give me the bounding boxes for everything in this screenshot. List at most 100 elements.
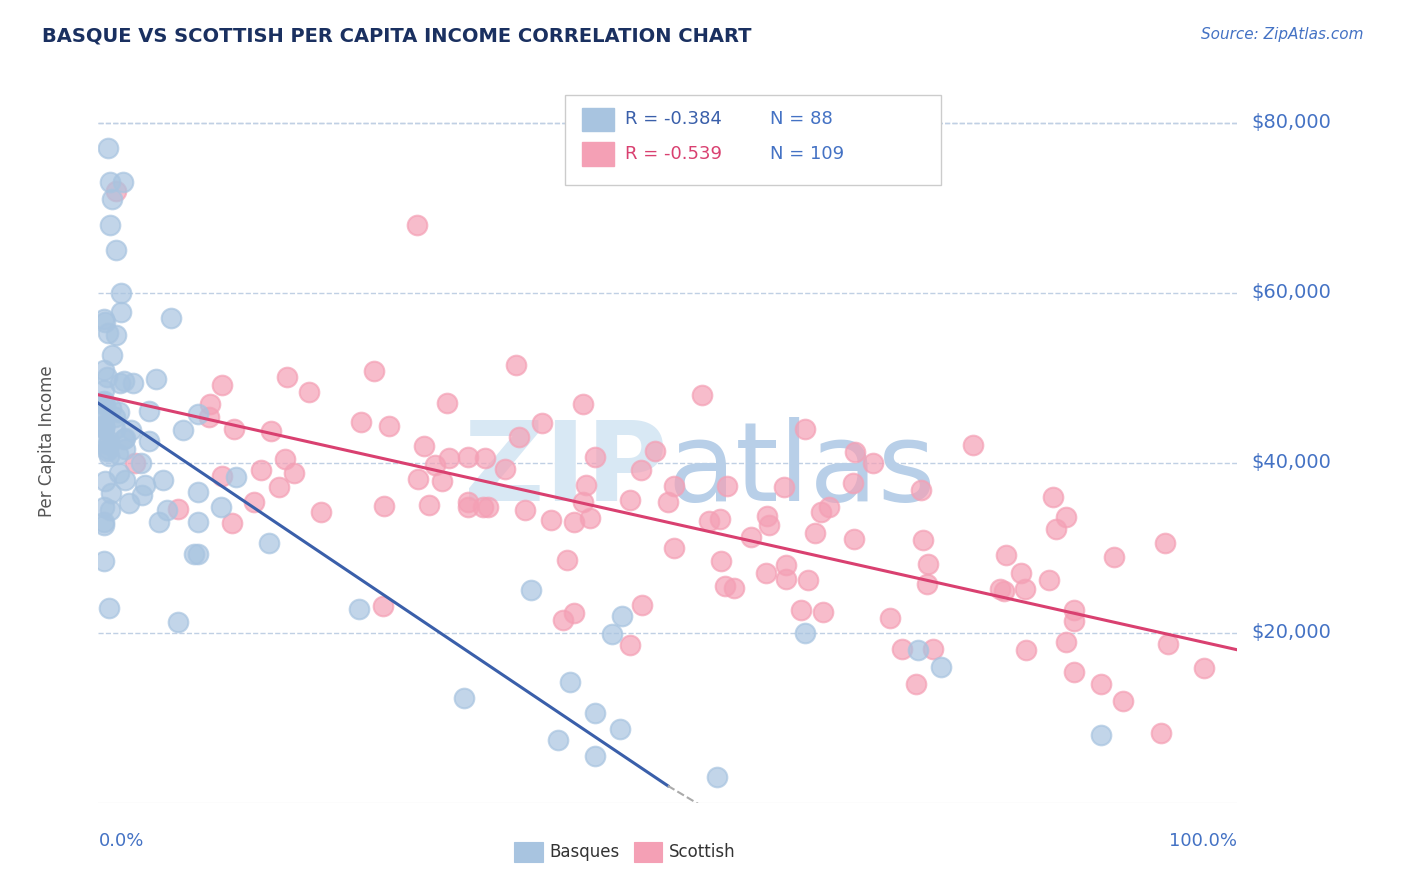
Point [917, 557, 939, 571]
Point [350, 415, 373, 429]
Point [93, 421, 115, 435]
Point [583, 450, 606, 464]
Point [93, 312, 115, 326]
Point [259, 424, 281, 438]
Point [1090, 677, 1112, 691]
Point [93, 384, 115, 398]
Text: 0.0%: 0.0% [98, 831, 143, 850]
Text: $20,000: $20,000 [1251, 624, 1331, 642]
Point [664, 479, 686, 493]
Point [101, 192, 124, 206]
Point [186, 407, 208, 421]
Text: Basques: Basques [550, 843, 620, 861]
FancyBboxPatch shape [582, 143, 614, 166]
Point [418, 498, 440, 512]
Point [713, 578, 735, 592]
Point [98, 503, 121, 517]
Point [198, 409, 221, 424]
Point [96, 141, 118, 155]
Text: atlas: atlas [668, 417, 936, 524]
Point [1015, 642, 1038, 657]
Point [138, 404, 160, 418]
Point [93, 396, 115, 410]
Point [583, 706, 606, 720]
Point [1112, 694, 1135, 708]
Point [962, 438, 984, 452]
Point [112, 374, 135, 388]
Point [118, 495, 141, 509]
Point [100, 401, 122, 415]
Text: $40,000: $40,000 [1251, 453, 1331, 472]
Point [425, 458, 447, 472]
Point [93, 363, 115, 377]
Point [257, 536, 280, 550]
Point [657, 495, 679, 509]
Point [842, 476, 865, 491]
Text: $60,000: $60,000 [1251, 284, 1331, 302]
Point [755, 566, 778, 580]
Text: N = 88: N = 88 [770, 111, 834, 128]
Point [93, 407, 115, 421]
Point [211, 377, 233, 392]
Point [187, 547, 209, 561]
Point [93, 398, 115, 412]
Point [98, 218, 121, 232]
Point [775, 558, 797, 572]
Point [1063, 614, 1085, 628]
Point [110, 285, 132, 300]
Point [562, 606, 585, 620]
Point [110, 305, 132, 319]
Point [373, 499, 395, 513]
Point [540, 513, 562, 527]
Point [112, 175, 135, 189]
Point [97, 437, 120, 451]
Point [309, 505, 332, 519]
Point [371, 599, 394, 613]
Point [276, 370, 298, 384]
Point [97, 449, 120, 463]
Point [1149, 726, 1171, 740]
Point [283, 466, 305, 480]
Point [114, 473, 136, 487]
Point [97, 326, 120, 341]
Text: N = 109: N = 109 [770, 145, 845, 163]
Point [1045, 522, 1067, 536]
Point [555, 552, 578, 566]
Point [225, 470, 247, 484]
Point [198, 397, 221, 411]
Point [612, 608, 634, 623]
Point [108, 466, 131, 480]
Point [114, 431, 136, 445]
Point [842, 533, 865, 547]
Point [911, 533, 934, 548]
Point [98, 434, 121, 448]
FancyBboxPatch shape [565, 95, 941, 185]
Point [274, 452, 297, 467]
Point [793, 625, 815, 640]
Point [436, 396, 458, 410]
Point [575, 477, 598, 491]
Point [103, 422, 125, 436]
Point [187, 484, 209, 499]
Point [993, 584, 1015, 599]
Point [709, 512, 731, 526]
Point [457, 500, 479, 514]
Point [631, 598, 654, 612]
FancyBboxPatch shape [634, 842, 662, 862]
FancyBboxPatch shape [582, 108, 614, 131]
Point [243, 494, 266, 508]
Point [453, 691, 475, 706]
Point [93, 421, 115, 435]
Point [457, 450, 479, 465]
Point [156, 503, 179, 517]
Point [222, 422, 245, 436]
Point [571, 495, 593, 509]
Point [929, 660, 952, 674]
Point [97, 442, 120, 457]
Point [710, 554, 733, 568]
Text: R = -0.384: R = -0.384 [624, 111, 721, 128]
Point [472, 500, 495, 514]
Point [408, 471, 430, 485]
Point [910, 483, 932, 497]
Point [100, 486, 122, 500]
